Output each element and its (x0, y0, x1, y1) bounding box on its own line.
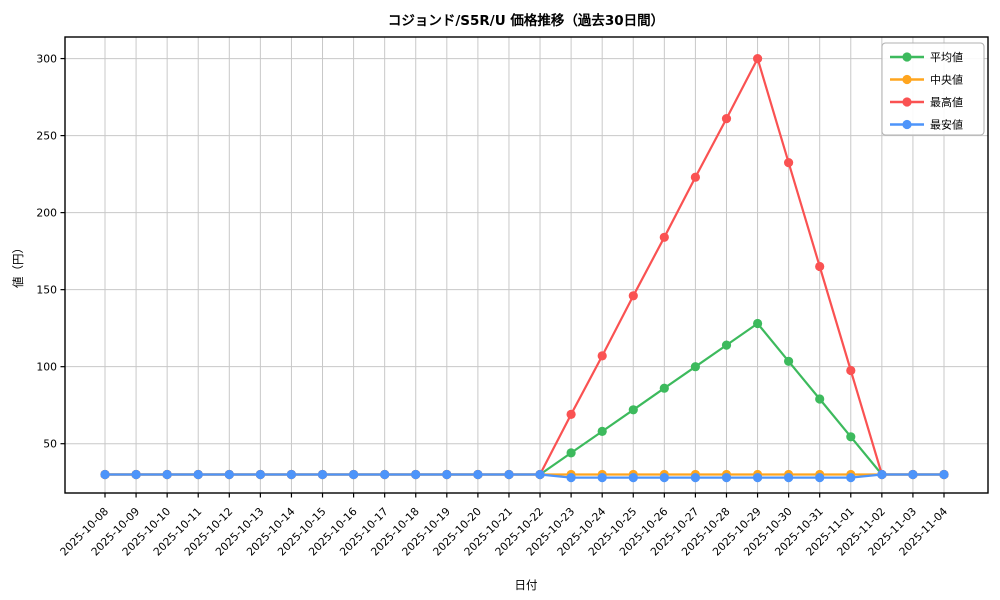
legend-label: 平均値 (930, 51, 963, 64)
y-tick-label: 300 (36, 53, 57, 66)
data-point (908, 469, 918, 480)
data-point (628, 291, 638, 301)
data-point (815, 473, 825, 483)
y-tick-label: 50 (43, 438, 57, 451)
plot-border (64, 36, 989, 494)
data-point (380, 469, 390, 480)
data-point (411, 469, 421, 480)
data-point (628, 473, 638, 483)
legend-marker (902, 119, 912, 130)
data-point (224, 469, 234, 480)
data-point (659, 473, 669, 483)
legend-item: 最安値 (890, 118, 963, 132)
chart-title: コジョンド/S5R/U 価格推移（過去30日間） (388, 12, 664, 29)
data-point (566, 409, 576, 419)
plot-area (65, 37, 988, 493)
data-point (784, 158, 794, 168)
data-point (721, 473, 732, 483)
data-point (162, 469, 172, 480)
data-point (317, 469, 328, 480)
data-point (535, 469, 545, 480)
legend-box (881, 42, 985, 136)
data-point (597, 426, 607, 436)
data-point (286, 469, 296, 480)
data-point (442, 469, 452, 480)
data-point (131, 469, 141, 480)
data-point (597, 351, 607, 361)
data-point (690, 362, 701, 372)
data-point (100, 469, 110, 480)
y-tick-label: 150 (36, 284, 57, 297)
y-tick-label: 250 (36, 130, 57, 143)
data-point (473, 469, 483, 480)
legend-marker (902, 97, 912, 107)
data-point (566, 473, 576, 483)
data-point (815, 261, 825, 272)
data-point (659, 232, 669, 242)
y-tick-label: 100 (36, 361, 57, 374)
data-point (566, 448, 576, 458)
data-point (349, 469, 359, 480)
data-point (846, 432, 856, 442)
data-point (877, 469, 887, 480)
legend-item: 最高値 (890, 95, 963, 109)
data-series (100, 54, 949, 483)
y-axis-title: 値（円） (11, 242, 25, 288)
data-point (784, 356, 794, 366)
data-point (721, 114, 732, 124)
data-point (846, 365, 856, 376)
data-point (753, 54, 763, 64)
data-point (753, 318, 763, 329)
series-最安値 (100, 469, 949, 483)
legend-item: 平均値 (890, 51, 963, 64)
data-point (721, 340, 732, 350)
data-point (939, 469, 949, 480)
y-tick-label: 200 (36, 207, 57, 220)
legend-marker (902, 74, 912, 85)
data-point (784, 473, 794, 483)
series-line (105, 473, 944, 479)
data-point (846, 473, 856, 483)
data-point (753, 473, 763, 483)
grid-lines (65, 37, 988, 493)
data-point (628, 405, 638, 415)
data-point (690, 473, 701, 483)
x-axis-title: 日付 (515, 578, 538, 592)
data-point (255, 469, 265, 480)
data-point (690, 172, 701, 182)
data-point (659, 383, 669, 393)
legend-label: 最高値 (930, 95, 963, 109)
legend-label: 中央値 (930, 74, 963, 87)
data-point (815, 394, 825, 404)
legend-marker (902, 52, 912, 62)
data-point (597, 473, 607, 483)
legend-item: 中央値 (890, 74, 963, 87)
legend-label: 最安値 (930, 118, 963, 132)
data-point (193, 469, 203, 480)
data-point (504, 469, 514, 480)
